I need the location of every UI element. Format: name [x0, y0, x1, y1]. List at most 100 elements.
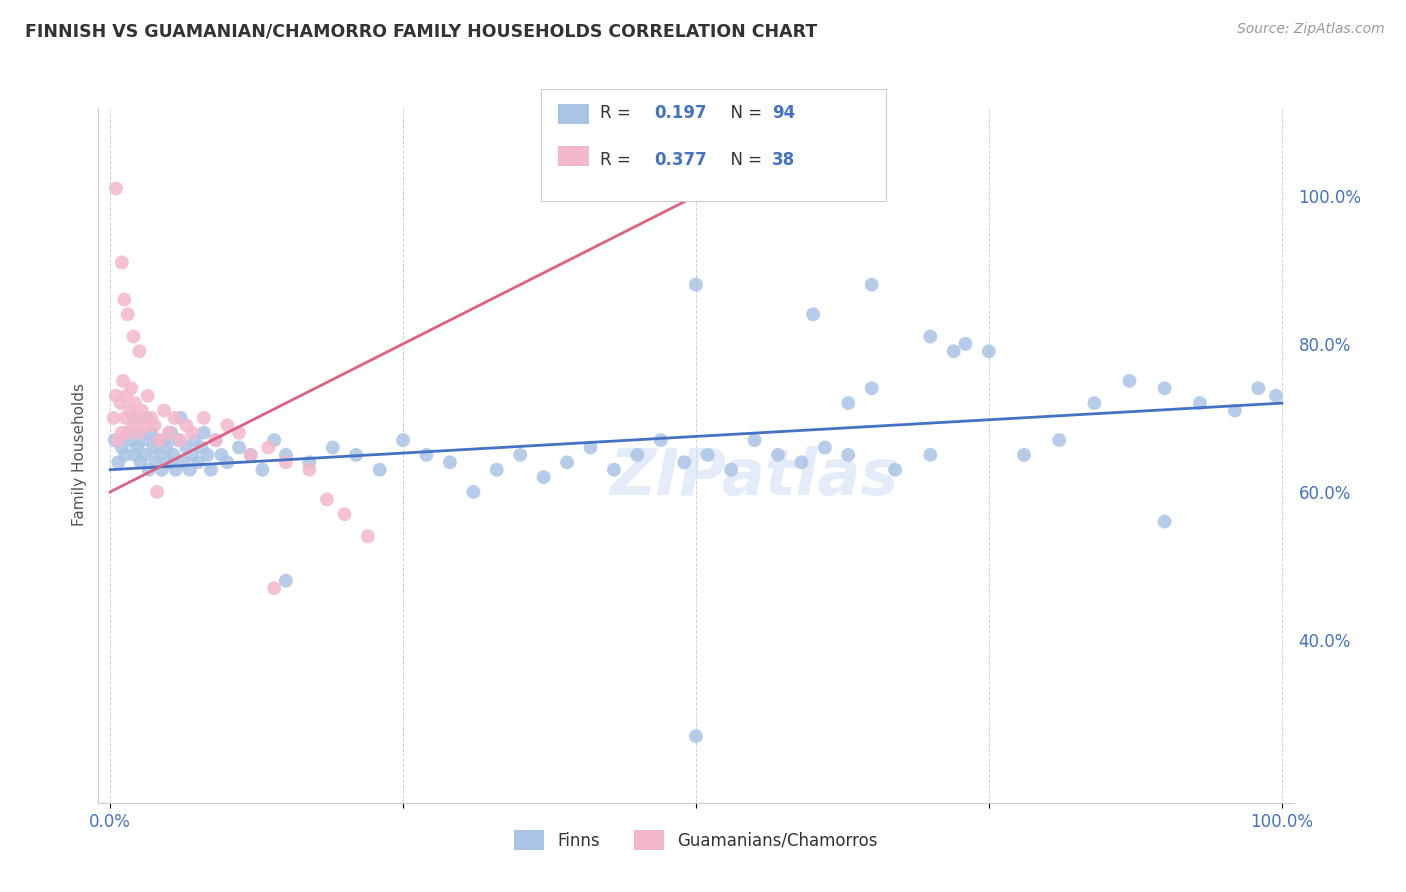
Point	[157, 425, 180, 440]
Point	[790, 455, 813, 469]
Point	[274, 455, 297, 469]
Point	[626, 448, 648, 462]
Point	[685, 729, 707, 743]
Point	[298, 455, 321, 469]
Point	[955, 337, 977, 351]
Point	[344, 448, 367, 462]
Point	[187, 455, 209, 469]
Point	[322, 441, 344, 455]
Point	[111, 441, 134, 455]
Point	[439, 455, 461, 469]
Point	[1265, 389, 1288, 403]
Point	[920, 329, 942, 343]
Point	[197, 448, 219, 462]
Point	[160, 425, 183, 440]
Point	[103, 411, 125, 425]
Point	[415, 448, 437, 462]
Point	[131, 403, 153, 417]
Point	[744, 433, 766, 447]
Point	[167, 433, 190, 447]
Point	[485, 463, 508, 477]
Point	[685, 277, 707, 292]
Point	[257, 441, 280, 455]
Point	[860, 381, 883, 395]
Point	[107, 455, 129, 469]
Point	[169, 411, 191, 425]
Point	[509, 448, 531, 462]
Point	[1188, 396, 1211, 410]
Point	[204, 433, 226, 447]
Point	[115, 389, 138, 403]
Point	[141, 425, 163, 440]
Point	[1047, 433, 1070, 447]
Point	[533, 470, 555, 484]
Point	[181, 448, 204, 462]
Point	[603, 463, 626, 477]
Point	[204, 433, 226, 447]
Point	[179, 463, 201, 477]
Point	[252, 463, 274, 477]
Text: Source: ZipAtlas.com: Source: ZipAtlas.com	[1237, 22, 1385, 37]
Point	[217, 418, 239, 433]
Point	[181, 425, 204, 440]
Point	[150, 463, 173, 477]
Point	[105, 389, 128, 403]
Point	[117, 307, 139, 321]
Point	[263, 433, 285, 447]
Point	[145, 455, 167, 469]
Point	[127, 411, 149, 425]
Point	[977, 344, 1000, 359]
Point	[120, 403, 141, 417]
Point	[138, 463, 160, 477]
Point	[162, 448, 184, 462]
Point	[120, 381, 142, 395]
Text: 0.197: 0.197	[654, 104, 706, 122]
Point	[157, 455, 180, 469]
Text: 38: 38	[772, 151, 794, 169]
Point	[111, 255, 134, 269]
Point	[120, 433, 142, 447]
Point	[1012, 448, 1035, 462]
Point	[263, 581, 285, 595]
Point	[193, 411, 215, 425]
Point	[1118, 374, 1140, 388]
Point	[153, 403, 176, 417]
Point	[860, 277, 883, 292]
Point	[801, 307, 824, 321]
Point	[127, 441, 149, 455]
Point	[117, 425, 139, 440]
Point	[190, 441, 212, 455]
Text: FINNISH VS GUAMANIAN/CHAMORRO FAMILY HOUSEHOLDS CORRELATION CHART: FINNISH VS GUAMANIAN/CHAMORRO FAMILY HOU…	[25, 22, 817, 40]
Point	[132, 433, 155, 447]
Point	[228, 425, 250, 440]
Point	[105, 181, 128, 195]
Point	[128, 425, 150, 440]
Point	[357, 529, 380, 543]
Point	[153, 433, 176, 447]
Point	[298, 463, 321, 477]
Point	[1153, 381, 1175, 395]
Point	[942, 344, 965, 359]
Point	[239, 448, 262, 462]
Point	[837, 396, 859, 410]
Point	[228, 441, 250, 455]
Point	[110, 396, 132, 410]
Point	[111, 425, 134, 440]
Point	[463, 484, 485, 499]
Point	[193, 425, 215, 440]
Point	[124, 448, 146, 462]
Point	[117, 425, 139, 440]
Point	[217, 455, 239, 469]
Point	[134, 418, 156, 433]
Point	[114, 448, 136, 462]
Point	[135, 411, 157, 425]
Point	[274, 448, 297, 462]
Text: 94: 94	[772, 104, 796, 122]
Point	[122, 418, 145, 433]
Point	[146, 433, 169, 447]
Point	[696, 448, 718, 462]
Point	[766, 448, 789, 462]
Point	[200, 463, 222, 477]
Point	[124, 396, 146, 410]
Point	[142, 441, 165, 455]
